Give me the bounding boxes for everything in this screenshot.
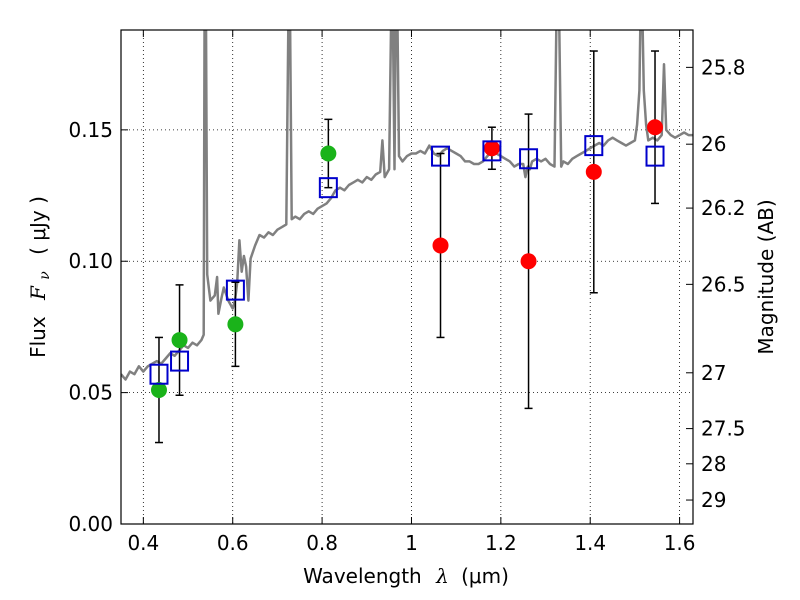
x-axis-label: Wavelength λ (μm) — [303, 564, 509, 588]
model-photometry-point — [318, 177, 338, 199]
y-tick-label: 0.05 — [68, 381, 113, 405]
model-photometry-point — [149, 363, 169, 385]
green-observed-point — [171, 332, 188, 349]
model-photometry-point — [170, 350, 190, 372]
red-observed-point — [432, 237, 449, 254]
red-observed-point — [647, 119, 664, 136]
y2-tick-label: 29 — [701, 488, 726, 512]
y2-tick-label: 25.8 — [701, 55, 746, 79]
model-photometry-point — [584, 135, 604, 157]
y2-axis-label: Magnitude (AB) — [754, 199, 778, 354]
model-photometry-point — [645, 145, 665, 167]
x-tick-label: 1.2 — [485, 531, 517, 555]
green-observed-point — [150, 381, 167, 398]
red-observed-point — [483, 140, 500, 157]
plot-frame — [120, 29, 694, 525]
x-tick-label: 0.4 — [127, 531, 159, 555]
y-tick-label: 0.15 — [68, 118, 113, 142]
x-tick-label: 0.6 — [217, 531, 249, 555]
y-tick-label: 0.00 — [68, 512, 113, 536]
red-observed-point — [585, 163, 602, 180]
y-tick-label: 0.10 — [68, 249, 113, 273]
y2-tick-label: 26 — [701, 132, 726, 156]
y2-tick-label: 28 — [701, 452, 726, 476]
model-photometry-point — [431, 145, 451, 167]
model-photometry-point — [225, 279, 245, 301]
axis-ticks: 0.4 0.6 0.8 1 1.2 1.4 1.6 0.00 0.05 0.10 0.15 25.8 2… — [68, 30, 746, 555]
model-photometry-point — [482, 140, 502, 162]
x-tick-label: 1 — [405, 531, 418, 555]
data-marks — [149, 50, 665, 444]
x-tick-label: 0.8 — [306, 531, 338, 555]
red-observed-point — [520, 253, 537, 270]
y2-tick-label: 27.5 — [701, 417, 746, 441]
y2-tick-label: 27 — [701, 361, 726, 385]
green-observed-point — [227, 316, 244, 333]
y2-tick-label: 26.5 — [701, 272, 746, 296]
model-photometry-point — [519, 148, 539, 170]
x-tick-label: 1.4 — [574, 531, 606, 555]
y-axis-label: Flux F ν ( μJy ) — [26, 196, 54, 358]
green-observed-point — [320, 145, 337, 162]
x-tick-label: 1.6 — [664, 531, 696, 555]
y2-tick-label: 26.2 — [701, 196, 746, 220]
